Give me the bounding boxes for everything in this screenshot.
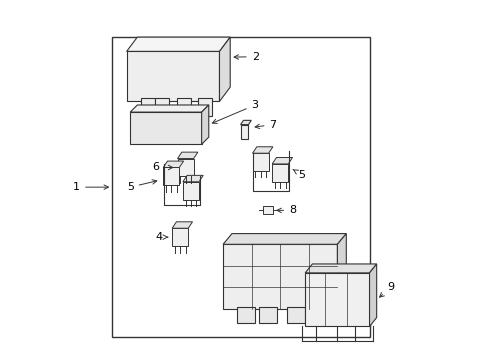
Bar: [287, 307, 305, 323]
Text: 9: 9: [379, 282, 394, 297]
Bar: [112, 37, 369, 337]
Bar: [223, 244, 337, 309]
Polygon shape: [201, 105, 208, 144]
Polygon shape: [305, 264, 376, 273]
Bar: [262, 206, 272, 214]
Bar: [141, 98, 155, 116]
Bar: [176, 98, 190, 116]
Bar: [172, 228, 188, 246]
Text: 5: 5: [292, 170, 305, 180]
Polygon shape: [337, 234, 346, 309]
Polygon shape: [219, 37, 230, 102]
Text: 3: 3: [212, 100, 258, 123]
Text: 5: 5: [126, 180, 157, 192]
Polygon shape: [177, 152, 198, 158]
Polygon shape: [163, 161, 183, 167]
Bar: [126, 51, 219, 102]
Polygon shape: [240, 120, 251, 125]
Polygon shape: [369, 264, 376, 327]
Polygon shape: [252, 147, 272, 153]
Bar: [183, 182, 199, 200]
Bar: [305, 273, 369, 327]
Bar: [258, 307, 276, 323]
Text: 8: 8: [276, 205, 296, 215]
Bar: [155, 98, 169, 116]
Polygon shape: [130, 105, 208, 112]
Bar: [252, 153, 268, 171]
Text: 6: 6: [151, 162, 172, 172]
Text: 1: 1: [73, 182, 108, 192]
Bar: [237, 307, 255, 323]
Bar: [163, 167, 179, 185]
Polygon shape: [183, 175, 203, 182]
Bar: [177, 158, 193, 176]
Bar: [312, 307, 329, 323]
Polygon shape: [223, 234, 346, 244]
Bar: [130, 112, 201, 144]
Text: 4: 4: [155, 232, 168, 242]
Bar: [198, 98, 212, 116]
Text: 7: 7: [255, 120, 276, 130]
Bar: [272, 164, 287, 182]
Polygon shape: [272, 157, 292, 164]
Polygon shape: [126, 37, 230, 51]
Text: 2: 2: [234, 52, 258, 62]
Polygon shape: [172, 222, 192, 228]
Bar: [240, 125, 248, 139]
